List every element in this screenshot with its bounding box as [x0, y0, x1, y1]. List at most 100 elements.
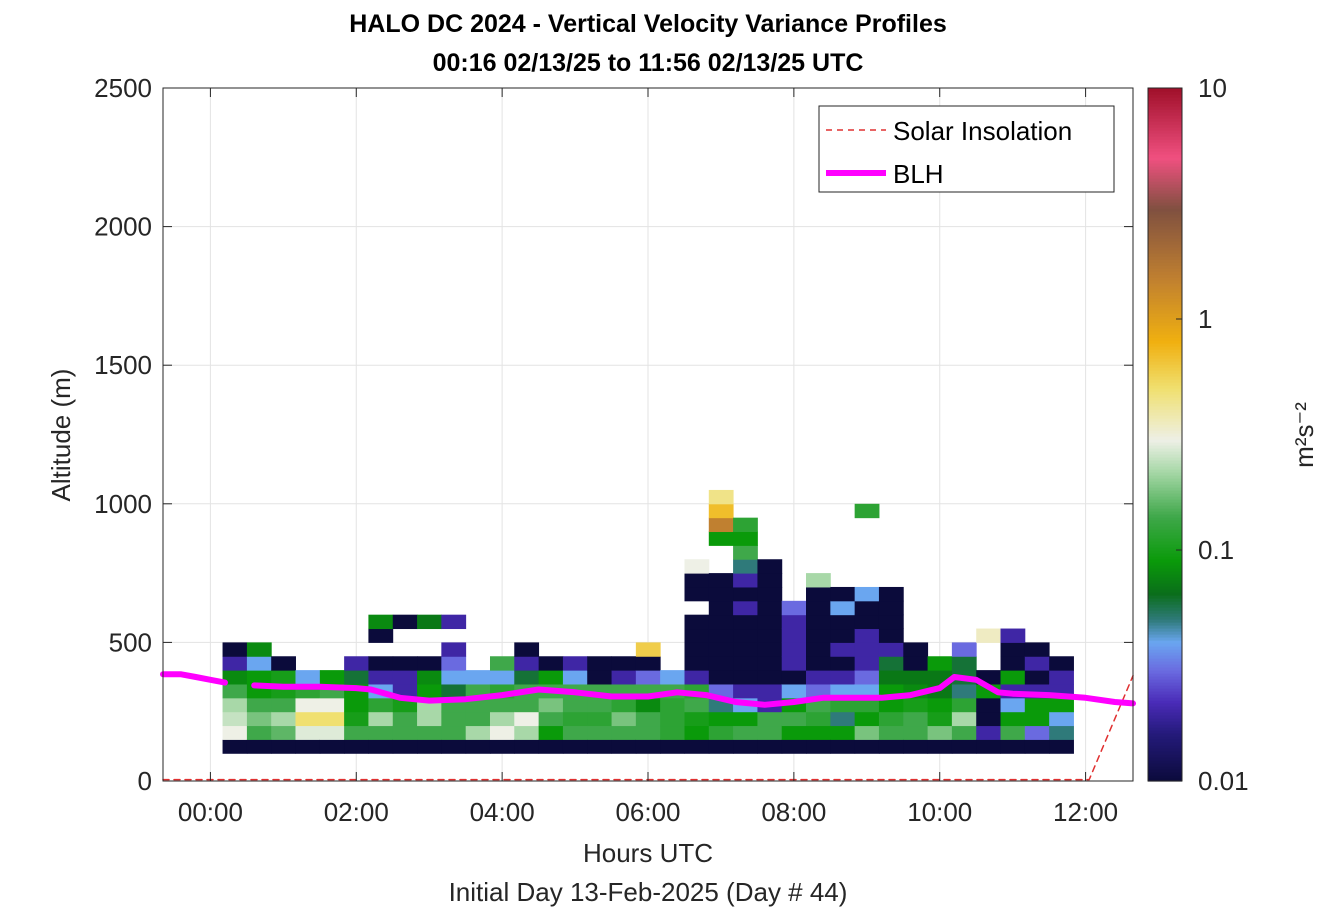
heatmap-cell: [830, 739, 856, 754]
heatmap-cell: [854, 683, 880, 699]
heatmap-cell: [684, 628, 710, 643]
heatmap-cell: [781, 711, 807, 727]
colorbar-segment: [1148, 649, 1182, 653]
heatmap-cell: [830, 725, 856, 740]
heatmap-cell: [733, 614, 758, 630]
heatmap-cell: [733, 600, 758, 616]
colorbar-segment: [1148, 469, 1182, 473]
colorbar-segment: [1148, 727, 1182, 731]
heatmap-cell: [635, 711, 661, 727]
heatmap-cell: [733, 711, 758, 727]
colorbar-tick-label: 10: [1198, 73, 1227, 103]
heatmap-cell: [708, 670, 734, 685]
heatmap-cell: [368, 711, 394, 727]
colorbar-segment: [1148, 202, 1182, 206]
colorbar-segment: [1148, 637, 1182, 641]
colorbar-segment: [1148, 511, 1182, 515]
heatmap-cell: [684, 739, 710, 754]
colorbar-segment: [1148, 562, 1182, 566]
heatmap-cell: [271, 725, 296, 740]
colorbar-segment: [1148, 373, 1182, 377]
colorbar-segment: [1148, 493, 1182, 497]
colorbar-gradient: [1148, 88, 1182, 782]
heatmap-cell: [319, 697, 345, 713]
colorbar-segment: [1148, 196, 1182, 200]
colorbar-segment: [1148, 484, 1182, 488]
heatmap-cell: [781, 614, 807, 630]
heatmap-cell: [562, 656, 588, 671]
heatmap-cell: [660, 697, 685, 713]
colorbar-segment: [1148, 760, 1182, 764]
heatmap-cell: [489, 656, 515, 671]
colorbar-segment: [1148, 187, 1182, 191]
colorbar-segment: [1148, 364, 1182, 368]
heatmap-cell: [806, 614, 831, 630]
colorbar-segment: [1148, 550, 1182, 554]
heatmap-cell: [465, 739, 491, 754]
heatmap-cell: [441, 614, 467, 630]
colorbar-segment: [1148, 313, 1182, 317]
colorbar-segment: [1148, 766, 1182, 770]
heatmap-cell: [368, 725, 394, 740]
heatmap-cell: [781, 739, 807, 754]
colorbar-segment: [1148, 628, 1182, 632]
heatmap-cell: [514, 711, 540, 727]
heatmap-cell: [562, 739, 588, 754]
heatmap-cell: [733, 545, 758, 560]
colorbar-segment: [1148, 634, 1182, 638]
heatmap-cell: [344, 656, 369, 671]
heatmap-cell: [830, 656, 856, 671]
colorbar-segment: [1148, 559, 1182, 563]
colorbar-ticks: 0.01 0.1 1 10: [1176, 73, 1249, 796]
heatmap-cell: [587, 697, 612, 713]
heatmap-cell: [319, 670, 345, 685]
colorbar-segment: [1148, 304, 1182, 308]
heatmap-cell: [1000, 697, 1026, 713]
heatmap-cell: [708, 642, 734, 657]
colorbar-segment: [1148, 109, 1182, 113]
heatmap-cell: [806, 573, 831, 588]
heatmap-cell: [757, 559, 783, 574]
heatmap-cell: [271, 670, 296, 685]
colorbar-segment: [1148, 346, 1182, 350]
heatmap-cell: [854, 503, 880, 519]
heatmap-cell: [854, 725, 880, 740]
heatmap-cell: [878, 670, 904, 685]
colorbar-segment: [1148, 151, 1182, 155]
heatmap-cell: [392, 739, 418, 754]
heatmap-cell: [489, 739, 515, 754]
heatmap-cell: [830, 670, 856, 685]
heatmap-cell: [1049, 656, 1074, 671]
colorbar-segment: [1148, 700, 1182, 704]
heatmap-cell: [927, 656, 953, 671]
colorbar-segment: [1148, 337, 1182, 341]
heatmap-cell: [733, 531, 758, 546]
colorbar-segment: [1148, 310, 1182, 314]
heatmap-cell: [951, 683, 977, 699]
colorbar-segment: [1148, 436, 1182, 440]
heatmap-cell: [1024, 656, 1050, 671]
colorbar-segment: [1148, 574, 1182, 578]
heatmap-cell: [976, 739, 1002, 754]
legend-blh-label: BLH: [893, 159, 944, 189]
heatmap-cell: [806, 670, 831, 685]
heatmap-cell: [830, 628, 856, 643]
heatmap-cell: [441, 725, 467, 740]
heatmap-cell: [489, 725, 515, 740]
colorbar-segment: [1148, 268, 1182, 272]
colorbar-segment: [1148, 505, 1182, 509]
colorbar-segment: [1148, 538, 1182, 542]
heatmap-cell: [684, 656, 710, 671]
heatmap-cell: [222, 683, 248, 699]
heatmap-cell: [684, 586, 710, 602]
heatmap-cell: [708, 586, 734, 602]
colorbar-segment: [1148, 301, 1182, 305]
heatmap-cell: [733, 642, 758, 657]
heatmap-cell: [878, 600, 904, 616]
heatmap-cell: [878, 697, 904, 713]
colorbar-segment: [1148, 577, 1182, 581]
heatmap-cell: [830, 642, 856, 657]
heatmap-cell: [878, 725, 904, 740]
colorbar-segment: [1148, 688, 1182, 692]
